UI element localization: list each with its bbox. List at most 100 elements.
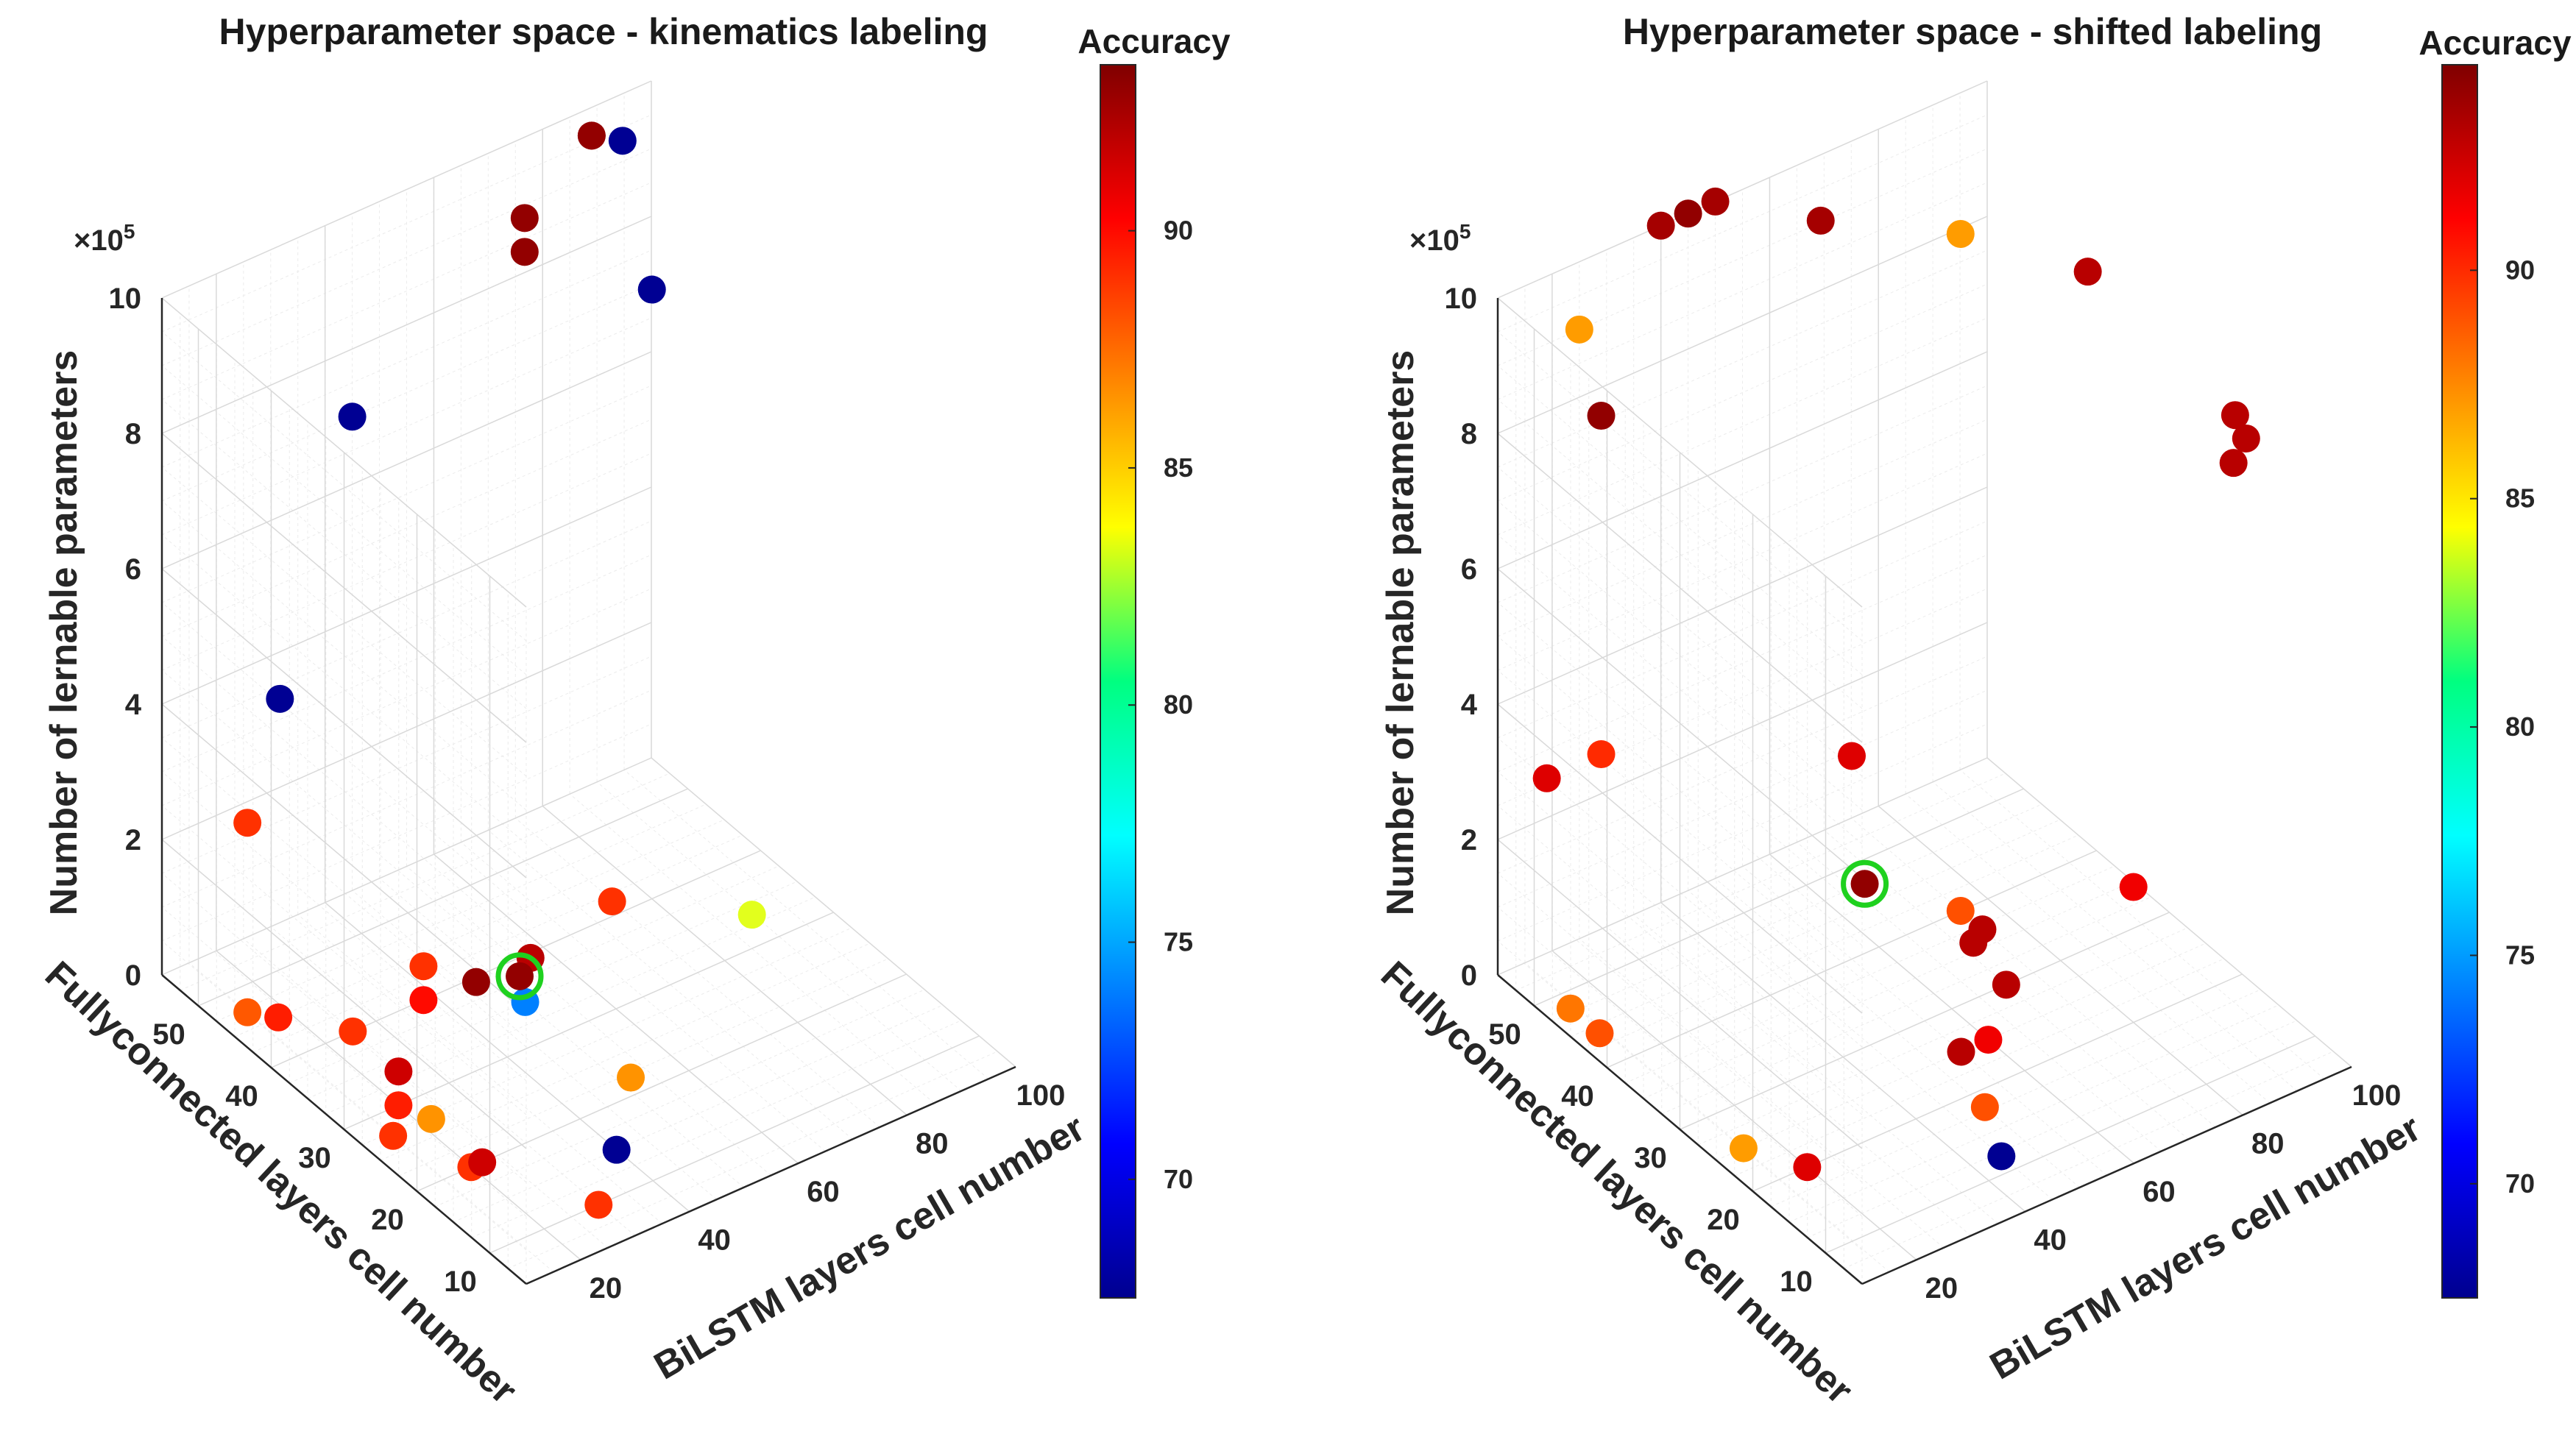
data-point [1674,199,1702,228]
floor-grid-minor [1788,1004,2279,1223]
wall-grid-minor [161,148,652,366]
data-point [468,1148,497,1176]
z-tick-label: 2 [1461,824,1477,856]
z-exponent: ×105 [74,220,135,257]
wall-grid-minor [1497,656,1988,874]
data-point [1556,994,1585,1023]
floor-grid-minor [216,803,707,1022]
z-tick-label: 8 [125,418,141,450]
wall-grid-minor [161,249,652,468]
data-point [1587,740,1616,769]
wall-grid-minor [1497,114,1988,333]
data-point [2221,401,2249,430]
data-point [577,121,606,150]
wall-grid-minor [161,419,652,637]
colorbar-ticks: 70 75 80 85 90 [2470,255,2535,1199]
wall-grid-minor [1497,182,1988,400]
data-point [1946,896,1975,925]
floor-grid [1534,788,2024,1007]
floor-grid-minor [1588,834,2078,1053]
floor-grid-minor [234,819,725,1037]
colorbar-tick-label: 90 [1164,216,1193,246]
data-point [510,204,539,233]
axis-lines [1496,298,2352,1285]
data-point [598,887,626,916]
grid-lines [1497,80,2352,1285]
wall-grid-minor [1497,520,1988,739]
wall-grid-minor [1497,249,1988,468]
colorbar-gradient [1100,64,1136,1299]
floor-grid-minor [1643,881,2134,1099]
x-tick-labels: 20 40 60 80 100 [590,1079,1066,1305]
wall-grid [1497,433,1863,743]
colorbar-tick-label: 75 [1164,927,1193,957]
z-tick-label: 0 [1461,959,1477,992]
x-axis-line [526,1065,1016,1285]
floor-grid-minor [362,927,852,1146]
colorbar-ticks: 70 75 80 85 90 [1128,216,1193,1194]
floor-grid [1680,912,2170,1130]
x-tick-label: 40 [698,1224,731,1257]
data-point [1974,1026,2003,1054]
y-tick-label: 30 [1634,1142,1667,1174]
chart-shifted: Hyperparameter space - shifted labeling … [1373,11,2572,1412]
data-point [617,1063,645,1092]
wall-grid [1497,622,1988,840]
wall-grid [161,297,527,608]
y-tick-label: 40 [1561,1080,1594,1112]
chart-title: Hyperparameter space - kinematics labeli… [219,11,988,52]
wall-grid-minor [1497,283,1988,502]
floor-grid-minor [1771,989,2261,1207]
data-point [2232,424,2260,452]
data-points [1532,187,2260,1182]
wall-grid-minor [161,656,652,874]
floor-grid-minor [1844,1051,2334,1269]
y-tick-label: 20 [371,1204,404,1236]
y-axis-label: Fullyconnected layers cell number [1373,954,1861,1413]
floor-grid-minor [471,1020,961,1238]
colorbar: Accuracy 70 75 80 85 90 [1078,22,1231,1299]
x-tick-label: 80 [916,1128,949,1160]
wall-grid-minor [161,182,652,400]
data-point [1850,870,1879,898]
data-point [264,1003,293,1032]
wall-grid [161,486,652,705]
colorbar-tick-label: 70 [2505,1168,2535,1199]
colorbar-label: Accuracy [1078,22,1231,60]
data-point [379,1121,408,1150]
floor-grid [489,1035,980,1254]
x-tick-label: 60 [807,1176,840,1208]
data-point [2073,258,2102,286]
floor-grid-minor [252,834,743,1053]
data-point [233,998,262,1026]
data-point [1968,915,1997,944]
floor-grid-minor [180,773,670,991]
wall-grid [161,216,652,434]
wall-grid [1497,486,1988,705]
wall-grid-minor [161,723,652,942]
wall-grid-minor [161,283,652,502]
floor-grid [1825,1035,2315,1254]
wall-grid-minor [1497,588,1988,806]
data-point [1838,742,1866,770]
wall-grid [1497,351,1988,569]
y-tick-label: 20 [1707,1204,1740,1236]
best-point-highlight [1841,859,1889,908]
x-tick-label: 40 [2034,1224,2067,1257]
colorbar-tick-label: 80 [1164,689,1193,720]
floor-grid-minor [453,1004,944,1223]
colorbar-tick-label: 85 [1164,452,1193,483]
data-point [384,1091,413,1120]
chart-kinematics: Hyperparameter space - kinematics labeli… [37,11,1231,1412]
colorbar-tick-label: 70 [1164,1164,1193,1194]
floor-grid-minor [435,989,925,1207]
wall-grid [161,622,652,840]
x-tick-label: 60 [2142,1176,2176,1208]
z-tick-label: 10 [109,283,142,315]
data-point [584,1190,613,1219]
data-point [506,962,534,990]
x-tick-labels: 20 40 60 80 100 [1925,1079,2402,1305]
x-tick-label: 80 [2251,1128,2285,1160]
wall-grid [161,433,527,743]
